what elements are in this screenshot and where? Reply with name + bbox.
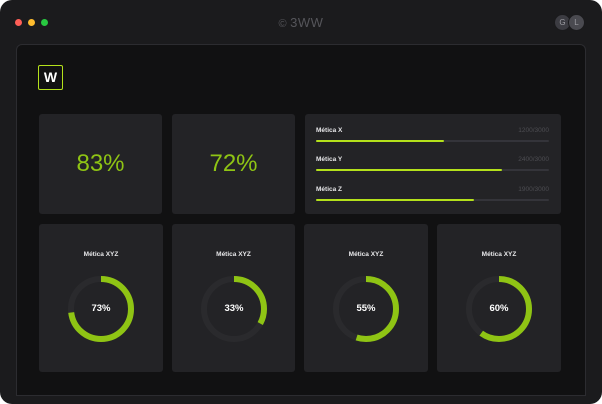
progress-fill xyxy=(316,140,445,142)
ring-card-title: Mética XYZ xyxy=(348,251,384,258)
stat-value: 83% xyxy=(76,150,125,177)
ring-percent: 60% xyxy=(489,303,509,314)
metric-label: Mética Y xyxy=(316,156,343,163)
maximize-window-button[interactable] xyxy=(41,19,48,26)
ring-percent: 55% xyxy=(356,303,376,314)
ring-card: Mética XYZ 33% xyxy=(172,224,295,372)
window-title-text: 3WW xyxy=(290,15,324,30)
stat-card: 72% xyxy=(172,114,295,214)
ring-percent: 73% xyxy=(91,303,111,314)
title-bar: © 3WW G L xyxy=(0,0,602,44)
progress-track xyxy=(316,199,549,201)
avatar[interactable]: L xyxy=(568,14,585,31)
ring-arc xyxy=(201,276,267,342)
stat-card: 83% xyxy=(39,114,162,214)
ring-arc xyxy=(333,276,399,342)
metrics-card: Mética X 1200/3000 Mética Y 2400/3000 Mé… xyxy=(305,114,561,214)
minimize-window-button[interactable] xyxy=(28,19,35,26)
ring-card: Mética XYZ 55% xyxy=(304,224,428,372)
metric-label: Mética X xyxy=(316,127,343,134)
progress-ring: 55% xyxy=(331,274,401,344)
progress-track xyxy=(316,169,549,171)
close-window-button[interactable] xyxy=(15,19,22,26)
stat-value: 72% xyxy=(209,150,258,177)
copyright-icon: © xyxy=(278,18,288,30)
ring-card-title: Mética XYZ xyxy=(83,251,119,258)
ring-arc xyxy=(68,276,134,342)
progress-ring: 33% xyxy=(199,274,269,344)
progress-fill xyxy=(316,169,503,171)
metric-value: 2400/3000 xyxy=(518,156,549,163)
progress-ring: 73% xyxy=(66,274,136,344)
ring-card-title: Mética XYZ xyxy=(481,251,517,258)
ring-card: Mética XYZ 73% xyxy=(39,224,163,372)
ring-percent: 33% xyxy=(224,303,244,314)
window-title: © 3WW xyxy=(0,15,602,30)
ring-arc xyxy=(466,276,532,342)
metric-value: 1900/3000 xyxy=(518,186,549,193)
progress-ring: 60% xyxy=(464,274,534,344)
brand-logo[interactable]: W xyxy=(38,65,63,90)
progress-fill xyxy=(316,199,475,201)
progress-track xyxy=(316,140,549,142)
dashboard-panel: W 83% 72% Mética X 1200/3000 Mética Y 24… xyxy=(16,44,586,396)
ring-card: Mética XYZ 60% xyxy=(437,224,561,372)
metric-label: Mética Z xyxy=(316,186,343,193)
metric-value: 1200/3000 xyxy=(518,127,549,134)
ring-card-title: Mética XYZ xyxy=(216,251,251,258)
